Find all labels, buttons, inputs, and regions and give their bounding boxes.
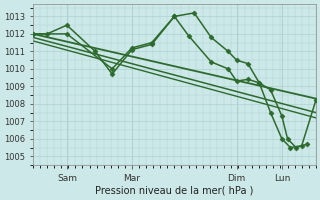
X-axis label: Pression niveau de la mer( hPa ): Pression niveau de la mer( hPa ) <box>95 186 253 196</box>
